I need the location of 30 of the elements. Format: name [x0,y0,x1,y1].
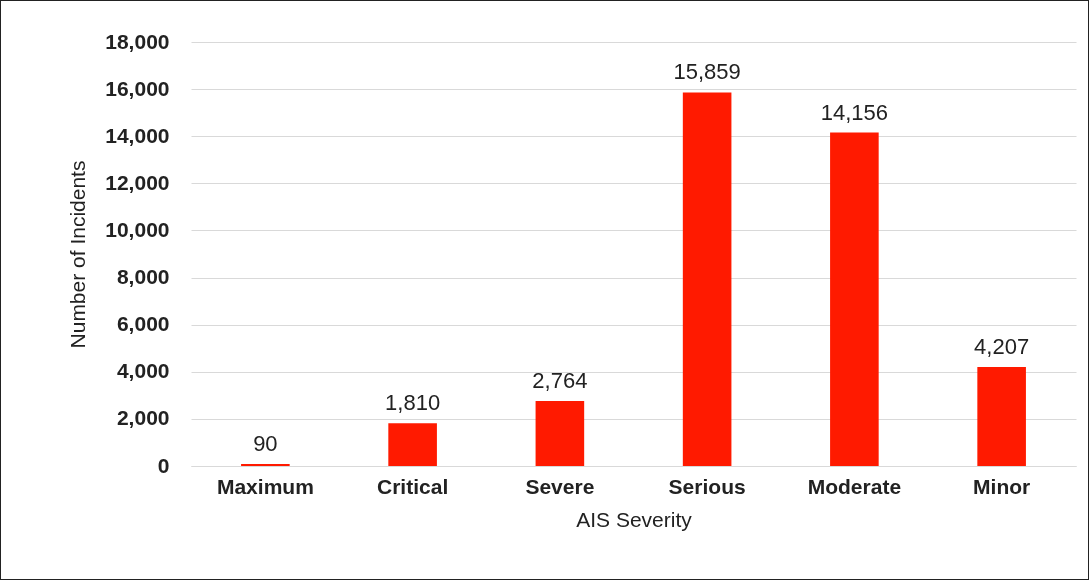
y-tick-label: 12,000 [105,170,170,194]
x-axis-title: AIS Severity [576,507,693,531]
x-tick-label: Serious [668,474,746,498]
data-label: 2,764 [532,367,588,393]
x-tick-label: Critical [377,474,449,498]
y-tick-label: 0 [157,453,170,477]
data-label: 90 [253,430,278,456]
data-label: 14,156 [820,99,889,125]
y-tick-label: 4,000 [116,359,170,383]
x-tick-label: Moderate [807,474,902,498]
y-tick-label: 10,000 [105,217,170,241]
y-tick-label: 14,000 [105,123,170,147]
y-axis-title: Number of Incidents [66,160,90,349]
bar [682,92,732,466]
y-tick-label: 8,000 [116,265,170,289]
bar [241,463,290,466]
data-label: 1,810 [385,390,441,416]
x-tick-label: Maximum [216,474,314,498]
data-label: 4,207 [974,333,1030,359]
y-tick-label: 18,000 [105,29,170,53]
y-tick-label: 2,000 [116,406,170,430]
bar [535,400,585,466]
bar [830,132,879,466]
bar [977,366,1026,466]
data-label: 15,859 [673,59,741,85]
x-tick-label: Severe [525,474,595,498]
bar [388,423,437,466]
y-tick-label: 16,000 [105,76,170,100]
x-tick-label: Minor [973,474,1031,498]
y-tick-label: 6,000 [116,312,170,336]
